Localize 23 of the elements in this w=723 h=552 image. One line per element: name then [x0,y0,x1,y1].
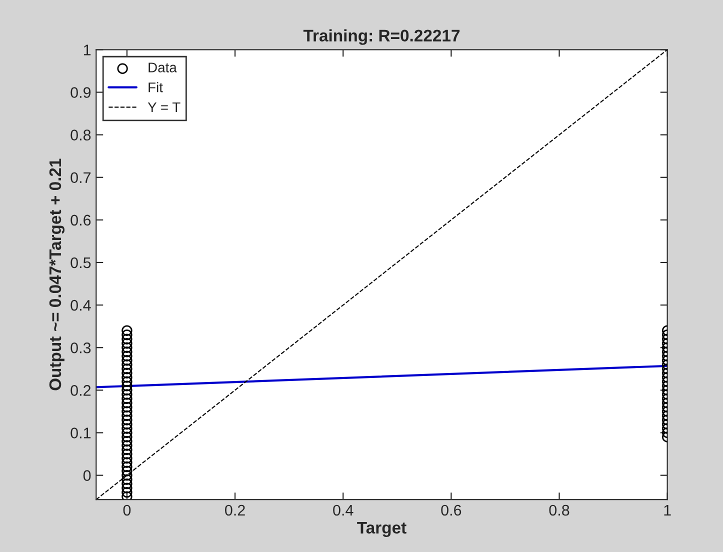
y-tick-label: 0 [83,470,91,481]
y-tick-label: 0.5 [70,257,91,268]
x-tick-label: 0.6 [441,504,462,516]
y-tick-label: 0.8 [70,130,91,140]
y-tick-label: 0.3 [70,342,91,354]
y-tick-label: 1 [84,44,91,56]
x-tick-label: 0.4 [333,504,354,516]
x-tick-label: 1 [664,504,671,516]
y-tick-label: 0.9 [70,87,91,98]
y-tick-label: 0.1 [70,428,91,438]
legend-label: Y = T [148,102,180,112]
y-tick-label: 0.2 [70,385,91,396]
y-tick-label: 0.6 [70,214,91,226]
y-tick-label: 0.7 [70,172,91,184]
legend-label: Fit [148,82,163,92]
y-axis-title: Output ~= 0.047*Target + 0.21 [49,158,65,390]
chart-title: Training: R=0.22217 [303,29,460,45]
y-tick-label: 0.4 [70,300,91,311]
x-tick-label: 0 [123,504,131,516]
x-tick-label: 0.2 [225,504,245,516]
legend-label: Data [148,62,177,72]
x-axis-title: Target [357,522,406,537]
x-tick-label: 0.8 [549,504,570,516]
